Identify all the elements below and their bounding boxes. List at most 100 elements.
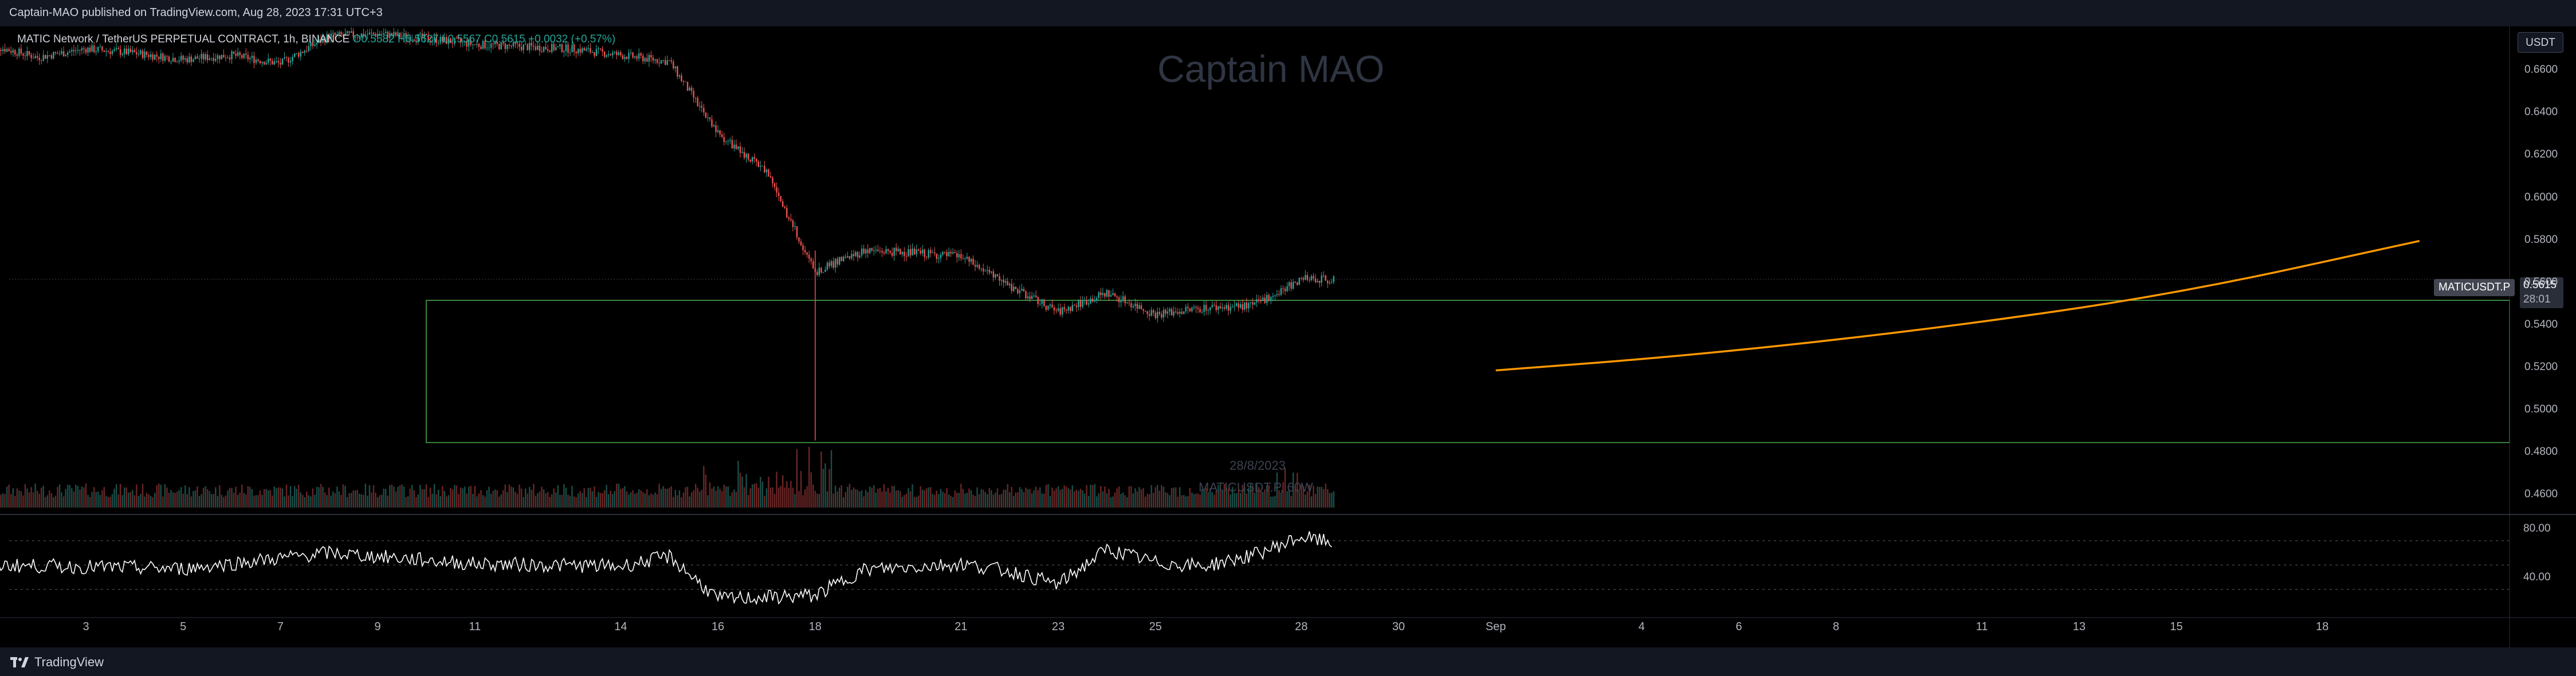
candle-body [693,91,694,98]
volume-bar [1007,484,1008,508]
candle-body [350,31,352,33]
volume-bar [942,492,944,508]
volume-bar [1317,486,1318,508]
volume-bar [1266,485,1268,508]
candle-body [1290,282,1292,289]
candle-body [1167,311,1169,314]
volume-bar [644,493,646,508]
volume-bar [614,491,615,508]
volume-bar [1051,488,1053,508]
candle-body [964,258,966,260]
volume-bar [861,490,863,508]
candle-body [263,61,265,65]
volume-bar [1231,487,1234,508]
volume-bar [247,486,249,508]
projection-curve-line[interactable] [1495,239,2420,372]
currency-button[interactable]: USDT [2518,32,2563,53]
candle-body [607,54,610,56]
candle-body [391,33,393,36]
candle-body [1037,297,1039,304]
candle-body [87,48,89,53]
volume-bar [1067,488,1069,508]
volume-bar [1288,489,1290,508]
volume-bar [2,493,4,508]
volume-bar [1049,496,1051,508]
rsi-pane [0,531,2510,606]
demand-zone-rect[interactable] [426,300,2510,443]
volume-bar [867,492,869,508]
volume-bar [470,486,472,508]
candle-body [976,265,978,267]
volume-bar [1108,488,1110,508]
candle-body [573,45,575,52]
candle-body [229,57,231,60]
volume-bar [1055,488,1057,508]
volume-bar [1333,491,1335,508]
volume-bar [1003,489,1004,508]
candle-body [1059,308,1061,315]
candle-body [1276,294,1278,296]
volume-bar [978,494,980,508]
volume-bar [656,494,658,508]
volume-bar [146,493,148,508]
volume-bar [638,489,640,508]
volume-bar [1122,492,1124,508]
candle-body [662,60,664,61]
candle-body [1079,300,1082,307]
candle-body [1112,293,1114,296]
candle-body [154,54,156,60]
volume-bar [138,496,140,508]
candle-body [834,258,837,268]
volume-bar [415,497,417,508]
volume-bar [1298,491,1300,508]
volume-bar [1239,493,1242,508]
candle-body [1045,306,1047,310]
candle-body [822,272,824,273]
candle-body [594,52,595,56]
candle-body [1242,304,1243,310]
volume-bar [150,496,152,508]
rsi-line [0,531,1332,606]
tradingview-logo[interactable]: TradingView [10,655,104,670]
chart-area[interactable] [0,26,2576,647]
time-axis[interactable]: 3 5 7 9 11 14 16 18 21 23 25 28 30 Sep 4 6 8 11 13 15 18 [0,620,2510,638]
volume-bar [14,496,16,508]
candle-body [152,54,154,60]
volume-bar [786,481,788,508]
candle-body [768,169,769,176]
candle-body [304,50,306,53]
volume-bar [940,489,942,508]
volume-bar [348,493,350,508]
volume-bar [806,486,808,508]
volume-bar [296,489,297,508]
volume-bar [790,481,792,508]
volume-bar [38,493,40,508]
volume-bar [1098,493,1099,508]
volume-bar [707,495,709,508]
candle-body [966,257,968,259]
candle-body [1266,294,1268,303]
candle-body [723,137,725,143]
candle-body [101,46,103,50]
candle-body [273,61,275,65]
candle-body [982,268,984,272]
volume-bar [628,494,630,508]
candle-body [433,36,435,41]
candle-body [233,51,235,54]
volume-bar [689,496,690,508]
volume-bar [1047,484,1049,508]
candle-body [1161,314,1163,318]
price-axis[interactable]: 0.6600 0.6400 0.6200 0.6000 0.5800 0.5600 0.54… [2520,0,2576,676]
volume-bar [245,494,247,508]
volume-bar [559,494,561,508]
candle-body [251,56,253,58]
volume-bar [293,486,296,508]
candle-body [873,250,875,251]
candle-body [865,249,867,254]
volume-bar [490,494,492,508]
volume-bar [1258,487,1260,508]
legend-symbol-title: MATIC Network / TetherUS PERPETUAL CONTR… [17,33,350,45]
candle-body [1102,293,1104,296]
candle-body [777,192,780,196]
